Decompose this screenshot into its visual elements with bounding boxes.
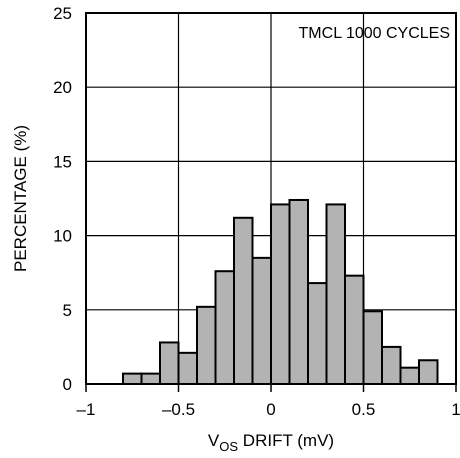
- y-tick-label: 5: [63, 301, 72, 320]
- y-tick-label: 15: [53, 152, 72, 171]
- x-axis-title-rest: DRIFT (mV): [238, 431, 334, 450]
- histogram-bar: [177, 351, 198, 385]
- x-tick-label: 1: [451, 400, 460, 419]
- histogram-bar: [233, 216, 254, 385]
- histogram-bars: [122, 198, 439, 386]
- x-tick-label: –1: [77, 400, 96, 419]
- histogram-bar: [251, 256, 272, 385]
- histogram-bar: [270, 203, 291, 385]
- histogram-bar: [418, 359, 439, 386]
- y-axis-title: PERCENTAGE (%): [11, 125, 30, 272]
- x-axis-title: VOS DRIFT (mV): [208, 431, 334, 454]
- y-tick-label: 10: [53, 227, 72, 246]
- histogram-bar: [159, 341, 180, 385]
- x-axis-title-main: V: [208, 431, 220, 450]
- x-tick-label: 0.5: [352, 400, 376, 419]
- histogram-bar: [344, 274, 365, 385]
- y-tick-label: 0: [63, 375, 72, 394]
- histogram-bar: [122, 372, 143, 385]
- histogram-bar: [381, 345, 402, 385]
- histogram-bar: [362, 310, 383, 385]
- histogram-bar: [214, 270, 235, 385]
- x-tick-label: 0: [266, 400, 275, 419]
- histogram-bar: [288, 198, 309, 385]
- histogram-bar: [307, 282, 328, 386]
- x-tick-label: –0.5: [162, 400, 195, 419]
- annotation-label: TMCL 1000 CYCLES: [299, 25, 450, 42]
- axis-ticks: [85, 384, 457, 392]
- histogram-bar: [196, 305, 217, 385]
- y-tick-label: 25: [53, 4, 72, 23]
- histogram-bar: [140, 372, 161, 385]
- y-tick-label: 20: [53, 78, 72, 97]
- histogram-bar: [399, 366, 420, 385]
- grid-lines: [86, 13, 456, 384]
- x-axis-title-subscript: OS: [219, 439, 238, 454]
- histogram-bar: [325, 203, 346, 385]
